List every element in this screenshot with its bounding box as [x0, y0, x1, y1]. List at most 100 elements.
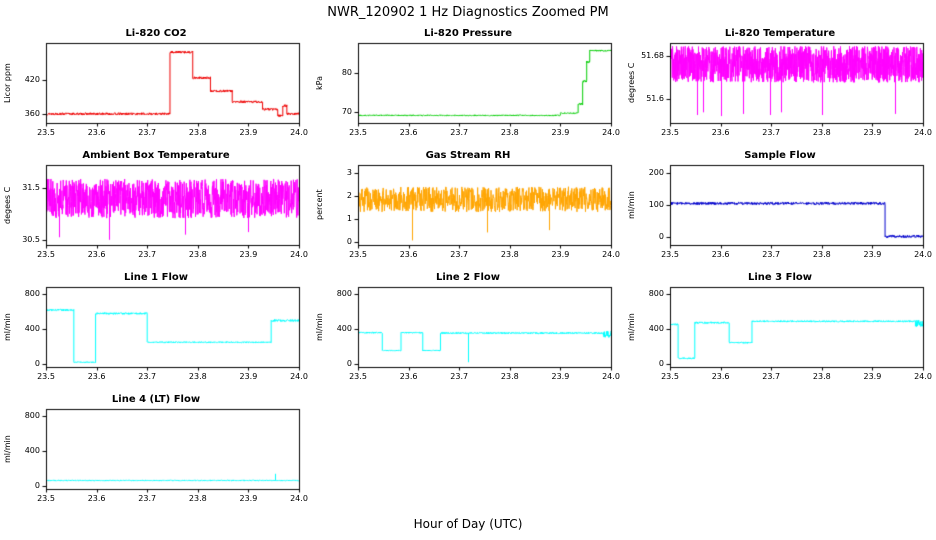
y-tick-label: 360	[24, 108, 40, 118]
panel-line-4-lt-flow: Line 4 (LT) Flowml/min23.523.623.723.823…	[0, 392, 312, 514]
plot-canvas	[0, 148, 312, 270]
x-tick-label: 23.9	[863, 372, 882, 381]
plot-canvas	[624, 270, 936, 392]
x-tick-label: 23.7	[450, 372, 469, 381]
x-tick-label: 23.7	[138, 494, 157, 503]
panel-line-3-flow: Line 3 Flowml/min23.523.623.723.823.924.…	[624, 270, 936, 392]
x-tick-label: 23.8	[812, 250, 831, 259]
x-tick-label: 24.0	[602, 128, 620, 137]
y-tick-label: 0	[346, 358, 352, 368]
plot-canvas	[0, 270, 312, 392]
y-tick-label: 51.68	[641, 51, 664, 61]
figure-title: NWR_120902 1 Hz Diagnostics Zoomed PM	[327, 5, 609, 20]
plot-canvas	[0, 26, 312, 148]
panel-li-820-temperature: Li-820 Temperaturedegrees C23.523.623.72…	[624, 26, 936, 148]
x-tick-label: 23.8	[188, 250, 207, 259]
y-tick-label: 30.5	[22, 234, 40, 244]
x-tick-label: 23.6	[399, 250, 418, 259]
plot-canvas	[0, 392, 312, 514]
panel-li-820-co2: Li-820 CO2Licor ppm23.523.623.723.823.92…	[0, 26, 312, 148]
x-tick-label: 23.8	[188, 494, 207, 503]
y-tick-label: 400	[24, 445, 40, 455]
y-tick-label: 3	[346, 168, 352, 177]
plot-canvas	[624, 26, 936, 148]
x-tick-label: 23.9	[551, 250, 570, 259]
x-tick-label: 23.7	[762, 128, 781, 137]
panel-sample-flow: Sample Flowml/min23.523.623.723.823.924.…	[624, 148, 936, 270]
x-tick-label: 23.6	[711, 372, 730, 381]
y-tick-label: 0	[658, 358, 664, 368]
panel-line-2-flow: Line 2 Flowml/min23.523.623.723.823.924.…	[312, 270, 624, 392]
x-tick-label: 23.6	[87, 250, 106, 259]
x-tick-label: 23.5	[37, 128, 55, 137]
x-tick-label: 23.9	[863, 250, 882, 259]
x-tick-label: 23.7	[450, 250, 469, 259]
x-tick-label: 23.6	[711, 250, 730, 259]
x-tick-label: 23.8	[812, 128, 831, 137]
y-tick-label: 420	[24, 74, 40, 84]
x-tick-label: 23.7	[762, 250, 781, 259]
y-tick-label: 70	[341, 106, 352, 116]
plot-canvas	[312, 270, 624, 392]
y-tick-label: 80	[341, 68, 352, 78]
x-tick-label: 23.5	[37, 372, 55, 381]
plot-canvas	[312, 148, 624, 270]
plot-canvas	[624, 148, 936, 270]
x-tick-label: 24.0	[290, 494, 308, 503]
x-tick-label: 23.5	[661, 372, 679, 381]
x-tick-label: 24.0	[290, 128, 308, 137]
x-tick-label: 23.6	[87, 128, 106, 137]
x-tick-label: 23.6	[87, 494, 106, 503]
x-tick-label: 24.0	[290, 250, 308, 259]
x-tick-label: 23.9	[239, 128, 258, 137]
x-tick-label: 23.8	[500, 128, 519, 137]
x-tick-label: 23.9	[551, 372, 570, 381]
y-tick-label: 1	[346, 213, 352, 223]
x-tick-label: 23.9	[551, 128, 570, 137]
x-tick-label: 23.8	[500, 372, 519, 381]
x-tick-label: 23.5	[37, 250, 55, 259]
x-tick-label: 23.9	[863, 128, 882, 137]
x-tick-label: 23.6	[87, 372, 106, 381]
y-tick-label: 800	[336, 288, 352, 298]
plot-canvas	[312, 26, 624, 148]
y-tick-label: 0	[346, 236, 352, 246]
x-tick-label: 23.8	[188, 372, 207, 381]
x-tick-label: 23.7	[138, 372, 157, 381]
x-tick-label: 23.6	[399, 372, 418, 381]
x-tick-label: 24.0	[602, 250, 620, 259]
y-tick-label: 800	[24, 410, 40, 420]
y-tick-label: 100	[648, 200, 664, 209]
x-tick-label: 23.5	[661, 128, 679, 137]
x-tick-label: 24.0	[602, 372, 620, 381]
x-tick-label: 24.0	[914, 372, 932, 381]
x-tick-label: 24.0	[914, 128, 932, 137]
x-tick-label: 23.5	[661, 250, 679, 259]
y-tick-label: 31.5	[22, 183, 40, 193]
x-tick-label: 23.6	[711, 128, 730, 137]
y-tick-label: 51.6	[646, 94, 664, 103]
y-tick-label: 200	[648, 168, 664, 177]
x-tick-label: 23.6	[399, 128, 418, 137]
panel-line-1-flow: Line 1 Flowml/min23.523.623.723.823.924.…	[0, 270, 312, 392]
x-tick-label: 23.9	[239, 372, 258, 381]
x-tick-label: 23.7	[762, 372, 781, 381]
y-tick-label: 0	[34, 358, 40, 368]
x-tick-label: 23.7	[138, 128, 157, 137]
x-tick-label: 23.7	[450, 128, 469, 137]
x-tick-label: 23.5	[349, 250, 367, 259]
y-tick-label: 2	[346, 190, 352, 200]
x-tick-label: 23.8	[812, 372, 831, 381]
x-tick-label: 23.7	[138, 250, 157, 259]
y-tick-label: 0	[658, 232, 664, 241]
x-tick-label: 23.5	[349, 128, 367, 137]
x-tick-label: 24.0	[914, 250, 932, 259]
x-tick-label: 23.9	[239, 494, 258, 503]
panel-gas-stream-rh: Gas Stream RHpercent23.523.623.723.823.9…	[312, 148, 624, 270]
y-tick-label: 400	[24, 323, 40, 333]
y-tick-label: 400	[336, 323, 352, 333]
x-tick-label: 23.9	[239, 250, 258, 259]
x-tick-label: 23.8	[188, 128, 207, 137]
panel-li-820-pressure: Li-820 PressurekPa23.523.623.723.823.924…	[312, 26, 624, 148]
x-tick-label: 23.5	[37, 494, 55, 503]
